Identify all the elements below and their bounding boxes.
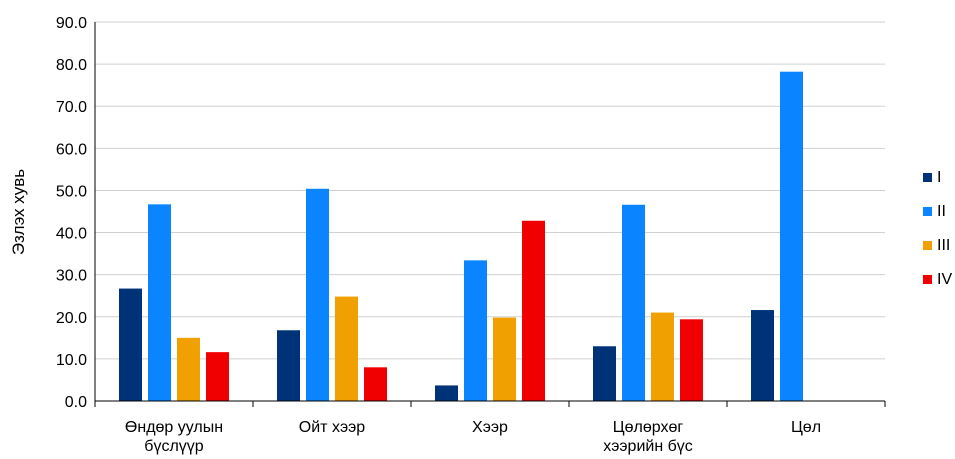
y-tick-label: 90.0: [56, 15, 87, 32]
x-tick-label: Хээр: [472, 419, 508, 436]
legend-swatch-I: [923, 173, 932, 182]
y-tick-label: 70.0: [56, 99, 87, 116]
bar-III-0: [177, 337, 200, 401]
y-tick-label: 20.0: [56, 310, 87, 327]
y-tick-label: 60.0: [56, 141, 87, 158]
bar-III-2: [493, 317, 516, 401]
legend-swatch-II: [923, 207, 932, 216]
y-tick-label: 0.0: [65, 394, 87, 411]
legend-swatch-IV: [923, 275, 932, 284]
bar-II-2: [464, 260, 487, 401]
axes: [94, 22, 886, 407]
y-tick-label: 10.0: [56, 352, 87, 369]
gridlines: [95, 21, 885, 360]
bar-I-4: [751, 310, 774, 401]
bar-I-1: [277, 330, 300, 401]
bar-III-3: [651, 312, 674, 401]
legend-label-II: II: [937, 203, 946, 220]
bar-II-1: [306, 188, 329, 401]
legend-swatch-III: [923, 241, 932, 250]
bar-II-3: [622, 204, 645, 401]
bar-I-0: [119, 288, 142, 401]
bar-IV-0: [206, 352, 229, 401]
y-tick-label: 50.0: [56, 183, 87, 200]
x-tick-label: Цөлөрхөг: [613, 419, 684, 436]
bar-IV-3: [680, 319, 703, 401]
legend-label-IV: IV: [937, 271, 952, 288]
bar-IV-2: [522, 220, 545, 401]
x-tick-label: бүслүүр: [144, 438, 204, 455]
bar-II-0: [148, 204, 171, 401]
y-tick-label: 80.0: [56, 57, 87, 74]
x-tick-label: Цөл: [791, 419, 821, 436]
bar-IV-1: [364, 367, 387, 401]
x-tick-labels: Өндөр уулын бүслүүр Ойт хээр Хээр Цөлөрхөг хэ…: [125, 419, 821, 455]
y-axis-title: Эзлэх хувь: [9, 169, 28, 255]
legend-label-III: III: [937, 237, 950, 254]
y-tick-labels: 0.0 10.0 20.0 30.0 40.0 50.0 60.0 70.0 80.0 90.0: [56, 15, 87, 411]
y-tick-label: 40.0: [56, 226, 87, 243]
x-tick-label: Ойт хээр: [299, 419, 365, 436]
bars: [119, 71, 803, 402]
bar-II-4: [780, 71, 803, 402]
bar-III-1: [335, 296, 358, 401]
bar-I-2: [435, 385, 458, 401]
legend-label-I: I: [937, 169, 941, 186]
x-tick-label: Өндөр уулын: [125, 419, 223, 436]
y-tick-label: 30.0: [56, 268, 87, 285]
x-tick-label: хээрийн бүс: [603, 438, 693, 455]
bar-I-3: [593, 346, 616, 401]
